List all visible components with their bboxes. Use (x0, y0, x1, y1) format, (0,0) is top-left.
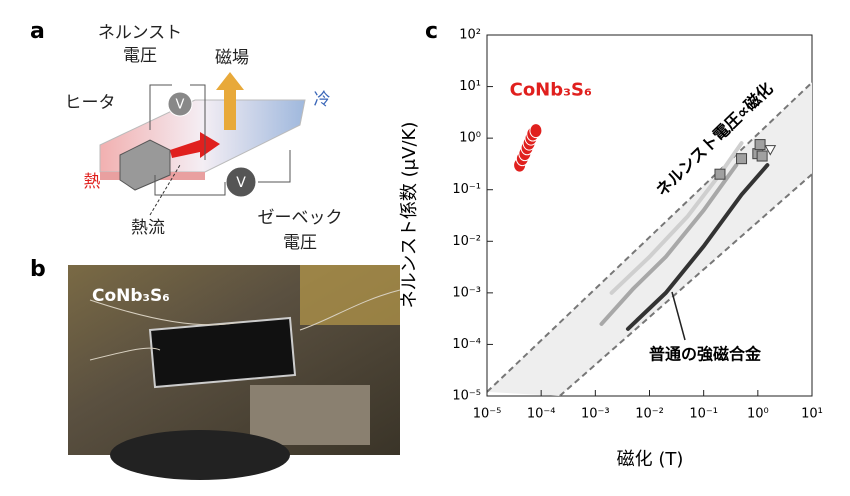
reference-line (487, 81, 812, 393)
x-tick-label: 10⁻¹ (689, 407, 718, 422)
x-tick-label: 10⁻² (635, 407, 664, 422)
label: ネルンスト (98, 23, 182, 43)
y-tick-label: 10⁻⁵ (452, 389, 481, 404)
x-tick-label: 10⁻⁵ (473, 407, 502, 422)
voltmeter-label: V (236, 175, 246, 191)
series-label: CoNb₃S₆ (510, 80, 592, 101)
label: ヒータ (65, 93, 116, 113)
x-tick-label: 10⁻⁴ (527, 407, 556, 422)
label: 磁場 (215, 48, 249, 68)
heater-block (119, 139, 171, 191)
y-tick-label: 10¹ (459, 79, 481, 94)
heat-flow-arrow (170, 132, 220, 158)
wire (154, 175, 226, 196)
wire (149, 84, 172, 130)
y-tick-label: 10⁻² (452, 234, 481, 249)
x-tick-label: 10⁻³ (581, 407, 610, 422)
label: 冷 (314, 90, 331, 110)
series-line (609, 141, 744, 295)
photo-region (300, 265, 400, 325)
point (529, 123, 543, 139)
field-arrow-shaft (224, 88, 236, 130)
x-tick-label: 10¹ (801, 407, 823, 422)
label: 電圧 (283, 233, 317, 253)
y-tick-label: 10⁻⁴ (452, 337, 481, 352)
point (736, 153, 748, 165)
reference-line (559, 173, 812, 396)
panel-label: a (30, 19, 45, 44)
field-arrow-head (216, 72, 244, 90)
point (754, 139, 766, 151)
series-annotation: 普通の強磁合金 (649, 345, 762, 364)
series-line (599, 163, 739, 326)
y-tick-label: 10⁻³ (452, 285, 481, 300)
plot-area (487, 81, 812, 396)
label: ゼーベック (258, 208, 343, 228)
point (756, 150, 768, 162)
x-tick-label: 10⁰ (747, 407, 769, 422)
panel-a: a V V ネルンスト 電圧 磁場 冷 ヒータ 熱 熱流 ゼーベック 電圧 (30, 19, 343, 253)
panel-label: c (425, 19, 438, 44)
y-tick-label: 10⁰ (459, 131, 481, 146)
sample-crystal (148, 316, 297, 389)
series-line (625, 163, 770, 331)
point (714, 168, 726, 180)
voltmeter (167, 91, 193, 117)
voltmeter-label: V (176, 98, 185, 113)
y-tick-label: 10² (459, 28, 481, 43)
wire (258, 150, 291, 183)
label: 熱 (84, 172, 101, 192)
panel-c: c 磁化 (T) ネルンスト係数 (μV/K) 10⁻⁵ 10⁻⁴ 10⁻³ 10⁻²… (399, 19, 823, 470)
wires (89, 289, 401, 361)
sample-label: CoNb₃S₆ (92, 286, 170, 306)
point (764, 145, 777, 156)
panel-label: b (30, 257, 46, 282)
y-axis-label: ネルンスト係数 (μV/K) (399, 122, 420, 309)
x-axis-label: 磁化 (T) (617, 449, 684, 470)
wire (190, 84, 206, 160)
voltmeter (225, 166, 257, 198)
label: 熱流 (131, 218, 165, 238)
annotation-pointer (671, 291, 686, 341)
y-tick-label: 10⁻¹ (452, 182, 481, 197)
label: 電圧 (123, 46, 157, 66)
photo-region (250, 385, 370, 445)
photo-region (110, 430, 290, 480)
panel-b: b CoNb₃S₆ (30, 257, 401, 480)
